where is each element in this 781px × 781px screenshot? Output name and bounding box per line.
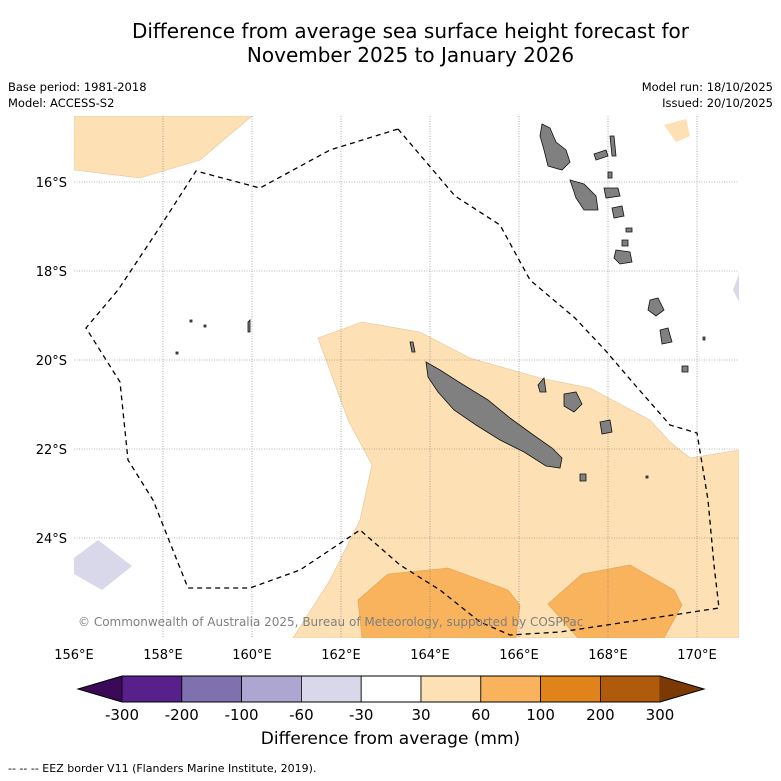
colorbar-under-arrow [78,676,122,702]
lat-label: 24°S [36,532,67,547]
lat-label: 22°S [36,443,67,458]
vanuatu-erromango [647,297,665,317]
lat-label: 16°S [36,176,67,191]
vanuatu-small-island-1 [607,171,613,179]
vanuatu-espiritu-santo [539,123,571,171]
map-area: © Commonwealth of Australia 2025, Bureau… [74,116,739,638]
small-reef-5 [645,475,649,479]
colorbar-tick: 60 [471,706,490,724]
lon-label: 170°E [677,648,717,663]
colorbar-tick: -100 [225,706,259,724]
lon-label: 164°E [410,648,450,663]
vanuatu-pentecost [609,135,617,157]
loyalty-islands-ouvea [537,377,547,393]
colorbar-tick: -200 [165,706,199,724]
colorbar-tick: 100 [526,706,555,724]
lon-label: 162°E [321,648,361,663]
colorbar-segment [360,675,422,703]
title-line-2: November 2025 to January 2026 [246,43,575,67]
colorbar-segment [241,675,302,703]
colorbar-segment [181,675,243,703]
landmasses [175,123,706,482]
loyalty-islands-lifou [563,391,583,413]
colorbar-label: Difference from average (mm) [260,729,521,749]
lon-label: 156°E [54,648,94,663]
colorbar-tick: -60 [289,706,314,724]
anomaly-region-light-orange-central [292,321,739,638]
new-caledonia-grande-terre [425,361,563,469]
lon-label: 168°E [588,648,628,663]
lat-label: 18°S [36,265,67,280]
vanuatu-ambae [593,149,609,161]
model-name: Model: ACCESS-S2 [8,96,115,110]
chart-title: Difference from average sea surface heig… [0,19,781,67]
colorbar-outline [76,675,706,703]
anomaly-region-mid-orange-west [357,567,521,638]
colorbar-tick: -30 [349,706,374,724]
vanuatu-epi [611,205,625,219]
gridlines [74,116,739,638]
isle-of-pines [579,473,587,482]
loyalty-islands-mare [599,419,613,435]
lat-label: 20°S [36,354,67,369]
colorbar-ticks: -300 -200 -100 -60 -30 30 60 100 200 300 [105,706,674,724]
anomaly-region-light-purple-west [74,540,132,590]
colorbar-tick: -300 [105,706,139,724]
colorbar-segment [300,675,362,703]
vanuatu-aneityum [681,365,689,373]
colorbar [76,675,706,703]
colorbar-segment [420,675,482,703]
base-period: Base period: 1981-2018 [8,80,147,94]
colorbar-segment [540,675,601,703]
anomaly-region-mid-orange-east [547,564,683,638]
vanuatu-small-island-2 [625,227,633,233]
colorbar-over-arrow [660,676,704,702]
belep-islands [409,341,416,353]
vanuatu-ambrym [603,187,621,199]
meta-left: Base period: 1981-2018 Model: ACCESS-S2 [8,79,147,111]
colorbar-tick: 300 [646,706,675,724]
lat-labels: 16°S 18°S 20°S 22°S 24°S [36,176,67,547]
vanuatu-efate [613,249,633,265]
lon-label: 158°E [143,648,183,663]
small-reef-3 [203,324,207,328]
colorbar-tick: 30 [411,706,430,724]
copyright-notice: © Commonwealth of Australia 2025, Bureau… [78,615,583,629]
small-reef-2 [175,351,179,355]
issued-date: Issued: 20/10/2025 [662,96,773,110]
meta-right: Model run: 18/10/2025 Issued: 20/10/2025 [642,79,773,111]
lon-labels: 156°E 158°E 160°E 162°E 164°E 166°E 168°… [54,648,717,663]
small-reef-1 [189,319,193,323]
vanuatu-small-island-3 [621,239,629,247]
anomaly-region-light-orange-northeast [664,119,690,142]
title-line-1: Difference from average sea surface heig… [131,19,690,43]
colorbar-segment [480,675,541,703]
lon-label: 160°E [232,648,272,663]
colorbar-segment [121,675,183,703]
colorbar-tick: 200 [586,706,615,724]
eez-footnote: -- -- -- EEZ border V11 (Flanders Marine… [8,762,317,775]
vanuatu-tanna [659,327,673,345]
small-reef-4 [702,336,706,341]
vanuatu-malekula [569,179,599,211]
model-run: Model run: 18/10/2025 [641,80,773,94]
anomaly-region-light-purple-east [733,274,739,302]
lon-label: 166°E [499,648,539,663]
colorbar-segment [600,675,661,703]
chesterfield-islet [247,319,251,333]
